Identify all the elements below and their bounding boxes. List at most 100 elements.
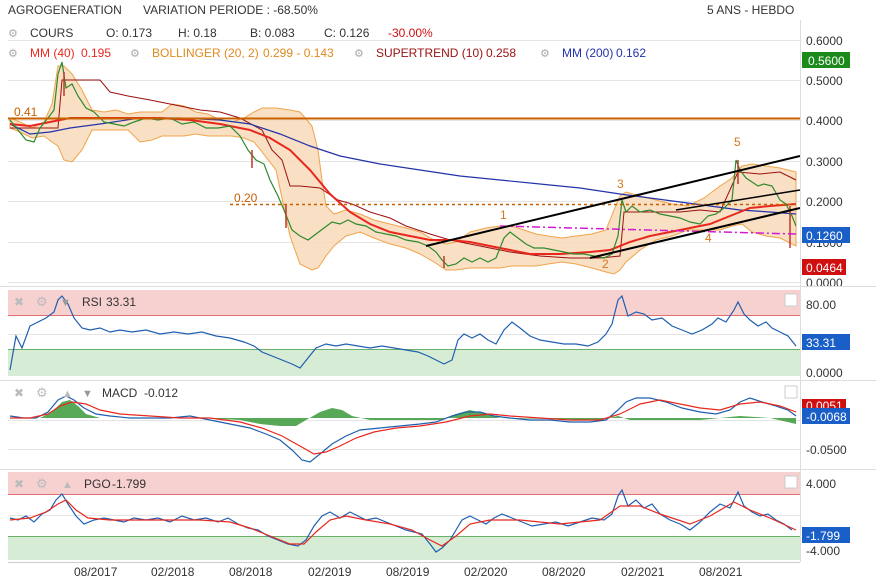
ma200-legend: MM (200)	[562, 46, 613, 60]
ohlc-high: H: 0.18	[178, 26, 217, 40]
pgo-tick: 4.000	[806, 477, 836, 491]
wave-1-label: 1	[500, 208, 507, 222]
pgo-label: PGO	[84, 477, 111, 491]
pgo-panel: 4.000 -4.000 -1.799 ✖ ⚙ ▲ PGO -1.799	[8, 472, 850, 560]
pgo-badge-value: -1.799	[806, 529, 840, 543]
rsi-badge: 33.31	[802, 334, 850, 350]
panel-separators	[0, 20, 876, 562]
settings-icon[interactable]: ⚙	[36, 294, 48, 309]
supertrend-legend-value: 0.258	[486, 46, 516, 60]
macd-badge-value: -0.0068	[806, 410, 847, 424]
ma200-legend-value: 0.162	[616, 46, 646, 60]
time-tick: 02/2019	[308, 565, 352, 579]
time-tick: 08/2018	[229, 565, 273, 579]
panel-checkbox[interactable]	[784, 475, 798, 489]
pgo-signal-line	[9, 499, 797, 547]
symbol-name: AGROGENERATION	[8, 3, 122, 17]
rsi-label: RSI	[82, 295, 102, 309]
ma40-legend-value: 0.195	[81, 46, 111, 60]
period-variation: VARIATION PERIODE : -68.50%	[143, 3, 318, 17]
rsi-badge-value: 33.31	[806, 336, 836, 350]
price-tick: 0.3000	[806, 155, 843, 169]
price-tick: 0.5000	[806, 74, 843, 88]
move-down-icon[interactable]: ▼	[60, 297, 71, 309]
rsi-axis: 80.00 0.0000	[806, 298, 843, 380]
price-high-value: 0.5600	[808, 54, 845, 68]
macd-badge: -0.0068	[802, 408, 850, 424]
ohlc-change: -30.00%	[388, 26, 433, 40]
period-selector[interactable]: 5 ANS - HEBDO	[707, 3, 795, 17]
macd-panel: -0.0500 0.0051 -0.0068 ✖ ⚙ ▲ ▼ MACD -0.0…	[8, 385, 850, 463]
price-tick: 0.0000	[806, 276, 843, 290]
level-020-label: 0.20	[234, 191, 258, 205]
macd-signal-line	[10, 399, 797, 455]
pgo-axis: 4.000 -4.000	[806, 477, 840, 558]
price-last-value: 0.1260	[806, 229, 843, 243]
panel-checkbox[interactable]	[784, 293, 798, 307]
rsi-value: 33.31	[106, 295, 136, 309]
move-up-icon[interactable]: ▲	[62, 479, 73, 491]
time-axis: 08/2017 02/2018 08/2018 02/2019 08/2019 …	[8, 562, 800, 579]
rsi-tick: 80.00	[806, 298, 836, 312]
supertrend-legend: SUPERTREND (10)	[376, 46, 483, 60]
ohlc-open: O: 0.173	[106, 26, 152, 40]
price-low-value: 0.0464	[806, 261, 843, 275]
settings-icon[interactable]: ⚙	[8, 48, 18, 60]
panel-checkbox[interactable]	[784, 385, 798, 399]
series-label: COURS	[30, 26, 73, 40]
settings-icon[interactable]: ⚙	[540, 48, 550, 60]
time-tick: 08/2021	[699, 565, 743, 579]
time-tick: 08/2020	[542, 565, 586, 579]
time-tick: 08/2017	[74, 565, 118, 579]
pgo-value: -1.799	[112, 477, 146, 491]
rsi-panel: 80.00 0.0000 33.31 ✖ ⚙ ▼ RSI 33.31	[8, 290, 850, 380]
ma40-legend: MM (40)	[30, 46, 75, 60]
settings-icon[interactable]: ⚙	[36, 476, 48, 491]
rsi-tick: 0.0000	[806, 366, 843, 380]
settings-icon[interactable]: ⚙	[36, 385, 48, 400]
channel-lower-line[interactable]	[589, 207, 801, 259]
wave-3-label: 3	[617, 177, 624, 191]
channel-mid-line[interactable]	[675, 189, 801, 211]
pgo-tick: -4.000	[806, 544, 840, 558]
pgo-badge: -1.799	[802, 527, 850, 543]
wave-4-label: 4	[705, 231, 712, 245]
price-last-badge: 0.1260	[802, 227, 850, 243]
wave-2-label: 2	[602, 257, 609, 271]
legend: ⚙ COURS O: 0.173 H: 0.18 B: 0.083 C: 0.1…	[8, 26, 646, 60]
bollinger-legend-value: 0.299 - 0.143	[263, 46, 334, 60]
settings-icon[interactable]: ⚙	[8, 28, 18, 40]
macd-axis: -0.0500	[806, 443, 847, 457]
price-tick: 0.2000	[806, 195, 843, 209]
price-low-badge: 0.0464	[802, 259, 846, 275]
macd-value: -0.012	[144, 386, 178, 400]
settings-icon[interactable]: ⚙	[354, 48, 364, 60]
close-icon[interactable]: ✖	[14, 295, 24, 309]
bollinger-legend: BOLLINGER (20, 2)	[152, 46, 259, 60]
price-panel: 0.41 0.20 1 2 3 4 5 0.6000 0.5000 0.4000…	[8, 34, 850, 290]
close-icon[interactable]: ✖	[14, 477, 24, 491]
supertrend-line	[10, 79, 797, 259]
price-tick: 0.4000	[806, 114, 843, 128]
price-tick: 0.6000	[806, 34, 843, 48]
move-up-icon[interactable]: ▲	[62, 388, 73, 400]
rsi-line	[9, 294, 797, 371]
time-tick: 02/2021	[621, 565, 665, 579]
price-gridlines	[8, 40, 800, 283]
settings-icon[interactable]: ⚙	[130, 48, 140, 60]
move-down-icon[interactable]: ▼	[82, 388, 93, 400]
ohlc-low: B: 0.083	[250, 26, 295, 40]
time-tick: 02/2020	[464, 565, 508, 579]
macd-line	[9, 395, 797, 463]
macd-tick: -0.0500	[806, 443, 847, 457]
time-tick: 02/2018	[151, 565, 195, 579]
header-bar: AGROGENERATION VARIATION PERIODE : -68.5…	[0, 0, 876, 20]
price-high-badge: 0.5600	[802, 52, 850, 68]
close-icon[interactable]: ✖	[14, 386, 24, 400]
time-tick: 08/2019	[386, 565, 430, 579]
candle-accents	[63, 72, 791, 268]
channel-upper-line[interactable]	[425, 155, 801, 247]
level-041-label: 0.41	[14, 105, 38, 119]
